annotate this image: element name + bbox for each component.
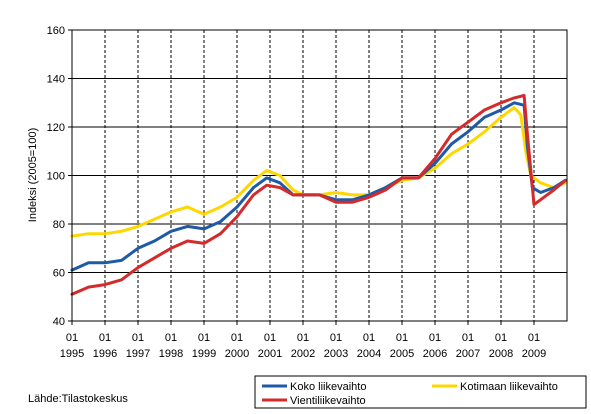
y-tick-label: 140 — [47, 74, 65, 86]
x-tick-month: 01 — [495, 332, 507, 344]
x-axis-ticks: 01 1995 01 1996 01 1997 01 1998 01 1999 01 2000 01 20… — [60, 321, 546, 360]
series-line-kotimaan — [70, 106, 567, 238]
x-tick-year: 2005 — [390, 348, 414, 360]
x-tick-year: 2004 — [357, 348, 381, 360]
series-line-vienti — [70, 94, 567, 296]
y-axis-label: Indeksi (2005=100) — [27, 128, 39, 222]
y-tick-label: 100 — [47, 171, 65, 183]
x-tick-year: 2006 — [423, 348, 447, 360]
y-axis-ticks: 40 60 80 100 120 140 160 — [47, 25, 72, 328]
x-tick-year: 1999 — [192, 348, 216, 360]
x-tick-year: 2002 — [291, 348, 315, 360]
x-tick-year: 1996 — [93, 348, 117, 360]
x-tick-month: 01 — [396, 332, 408, 344]
legend: Koko liikevaihto Kotimaan liikevaihto Vien… — [254, 375, 587, 409]
x-tick-month: 01 — [66, 332, 78, 344]
series-line-koko — [70, 101, 567, 272]
x-tick-year: 2001 — [258, 348, 282, 360]
y-tick-label: 120 — [47, 122, 65, 134]
x-tick-month: 01 — [429, 332, 441, 344]
x-tick-year: 1997 — [126, 348, 150, 360]
plot-frame — [71, 29, 568, 322]
x-tick-month: 01 — [198, 332, 210, 344]
x-tick-month: 01 — [99, 332, 111, 344]
x-tick-year: 2000 — [225, 348, 249, 360]
x-tick-month: 01 — [165, 332, 177, 344]
x-tick-month: 01 — [132, 332, 144, 344]
x-tick-year: 2003 — [324, 348, 348, 360]
series-lines — [70, 94, 567, 296]
legend-box — [254, 375, 587, 409]
x-tick-year: 2009 — [522, 348, 546, 360]
y-tick-label: 80 — [53, 219, 65, 231]
legend-label-koko: Koko liikevaihto — [290, 381, 366, 393]
y-tick-label: 160 — [47, 25, 65, 37]
legend-label-vienti: Vientiliikevaihto — [290, 395, 366, 407]
source-note: Lähde:Tilastokeskus — [28, 393, 128, 405]
x-tick-year: 2008 — [489, 348, 513, 360]
x-tick-month: 01 — [231, 332, 243, 344]
x-tick-month: 01 — [462, 332, 474, 344]
x-tick-year: 2007 — [456, 348, 480, 360]
x-tick-month: 01 — [297, 332, 309, 344]
x-tick-year: 1998 — [159, 348, 183, 360]
x-tick-month: 01 — [264, 332, 276, 344]
x-tick-month: 01 — [330, 332, 342, 344]
x-tick-month: 01 — [363, 332, 375, 344]
x-tick-year: 1995 — [60, 348, 84, 360]
x-tick-month: 01 — [528, 332, 540, 344]
y-tick-label: 40 — [53, 316, 65, 328]
y-tick-label: 60 — [53, 268, 65, 280]
grid — [72, 30, 567, 321]
legend-label-kotimaan: Kotimaan liikevaihto — [460, 381, 558, 393]
